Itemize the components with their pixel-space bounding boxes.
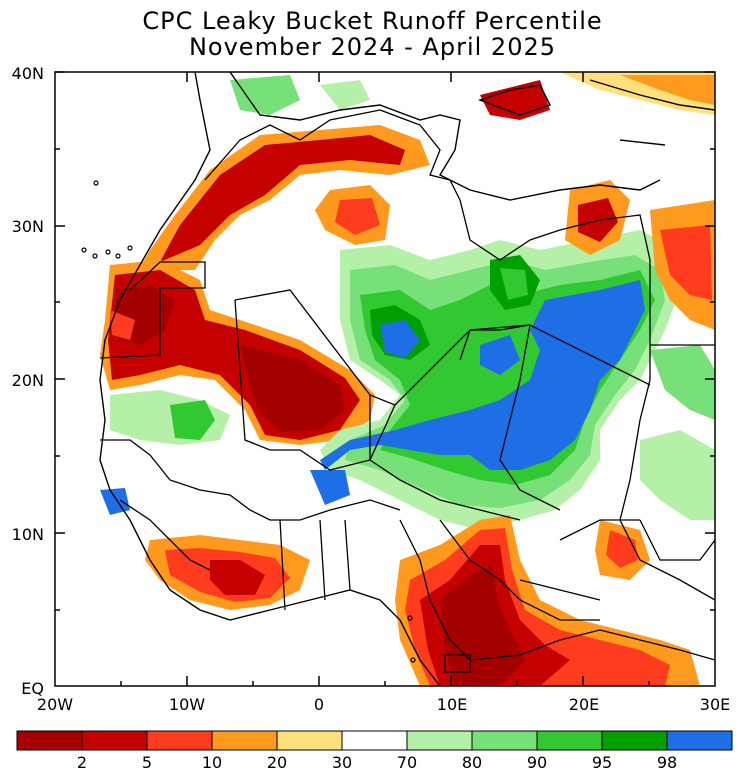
colorbar-segment [146, 730, 213, 751]
x-tick-label: 10E [436, 695, 468, 714]
colorbar-segment [341, 730, 408, 751]
colorbar-segment [16, 730, 83, 751]
y-tick-label: 20N [11, 371, 44, 390]
y-tick-label: EQ [21, 679, 44, 698]
colorbar-label: 80 [461, 753, 483, 772]
colorbar-segment [406, 730, 473, 751]
colorbar-label: 70 [396, 753, 418, 772]
x-tick-label: 10W [168, 695, 206, 714]
colorbar-label: 30 [331, 753, 353, 772]
colorbar-label: 98 [656, 753, 678, 772]
colorbar-label: 90 [526, 753, 548, 772]
x-tick-label: 20E [568, 695, 600, 714]
x-tick-label: 0 [313, 695, 325, 714]
colorbar-segment [276, 730, 343, 751]
y-tick-label: 40N [11, 64, 44, 83]
axis-ticks [55, 71, 715, 686]
colorbar-label: 95 [591, 753, 613, 772]
map-subtitle: November 2024 - April 2025 [188, 33, 557, 61]
colorbar-segment [601, 730, 668, 751]
colorbar-segment [81, 730, 148, 751]
percentile-field [55, 72, 715, 686]
y-tick-label: 10N [11, 525, 44, 544]
map-title: CPC Leaky Bucket Runoff Percentile [142, 7, 603, 35]
islands [81, 180, 416, 663]
colorbar-segment [471, 730, 538, 751]
colorbar-label: 5 [141, 753, 153, 772]
colorbar-segment [536, 730, 603, 751]
x-tick-label: 20W [36, 695, 74, 714]
colorbar-label: 20 [266, 753, 288, 772]
colorbar-label: 10 [201, 753, 223, 772]
colorbar-segment [666, 730, 733, 751]
coastline [99, 72, 715, 686]
y-tick-label: 30N [11, 217, 44, 236]
colorbar-segment [211, 730, 278, 751]
x-tick-label: 30E [699, 695, 731, 714]
colorbar [16, 730, 733, 751]
country-borders [99, 109, 715, 673]
colorbar-label: 2 [76, 753, 88, 772]
